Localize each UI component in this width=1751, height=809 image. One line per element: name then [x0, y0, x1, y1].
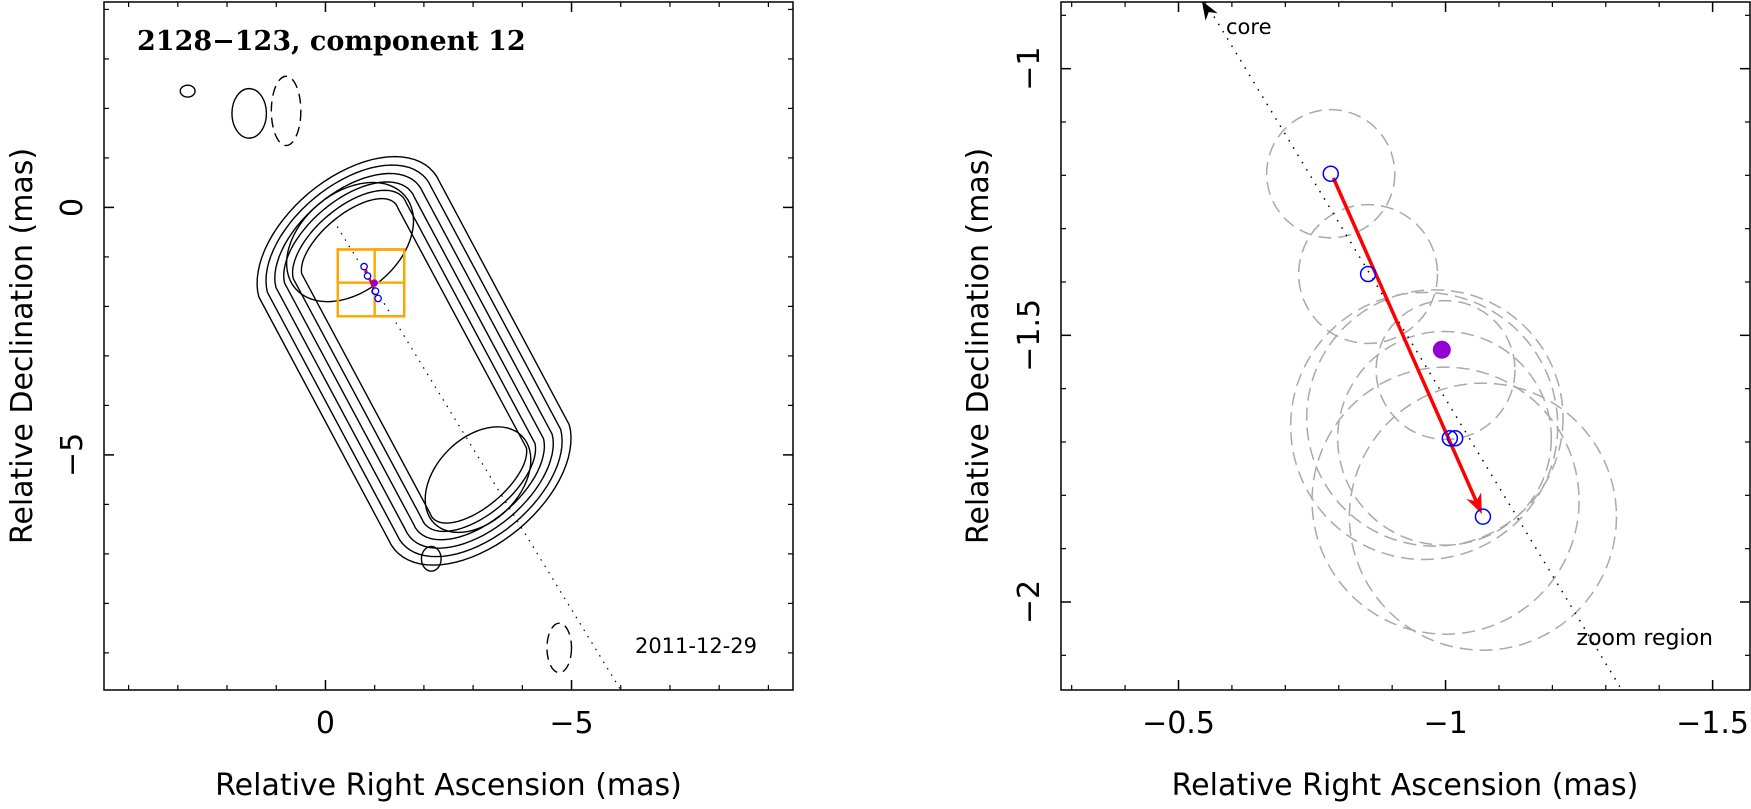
right-plot-frame: [1060, 1, 1751, 691]
right-y-tick-label: −1.5: [1012, 299, 1047, 372]
contour-positive: [179, 84, 196, 98]
contour-level: [291, 189, 537, 533]
uncertainty-circle: [1336, 330, 1553, 546]
left-x-axis-label: Relative Right Ascension (mas): [215, 768, 682, 803]
contour-level: [300, 197, 528, 524]
inset-epoch-marker: [363, 272, 372, 280]
uncertainty-circle: [1289, 291, 1559, 561]
fitted-position-marker: [1432, 340, 1451, 359]
right-y-axis-label: Relative Declination (mas): [961, 148, 996, 544]
left-y-tick-label: 0: [55, 198, 90, 217]
uncertainty-circle: [1297, 203, 1439, 345]
jet-axis-line: [1204, 2, 1623, 690]
inset-markers: [360, 262, 382, 303]
motion-vector-arrowhead: [1466, 492, 1482, 514]
core-direction-arrow: [1202, 2, 1218, 21]
right-panel: −0.5 −1 −1.5 −1 −1.5 −2 core zoom region Rel…: [961, 1, 1751, 803]
contour-positive: [420, 545, 442, 572]
right-x-tick-label: −0.5: [1142, 706, 1215, 741]
epoch-marker: [1474, 508, 1492, 525]
left-y-tick-label: −5: [55, 433, 90, 477]
epoch-marker: [1446, 430, 1464, 447]
epoch-marker: [1322, 165, 1339, 182]
right-y-tick-label: −2: [1012, 580, 1047, 624]
motion-vector: [1331, 177, 1479, 504]
contour-positive: [231, 87, 268, 139]
uncertainty-circle: [1375, 299, 1516, 441]
uncertainty-circles: [1265, 108, 1618, 651]
left-title: 2128−123, component 12: [137, 26, 526, 57]
uncertainty-circle: [1305, 289, 1564, 547]
left-x-tick-label: −5: [549, 706, 593, 741]
epoch-markers: [1322, 165, 1492, 525]
epoch-marker: [1359, 265, 1377, 283]
left-panel: 0 −5 0 −5 2128−123, component 12 2011-12-2…: [5, 1, 794, 803]
contour-positive: [424, 426, 532, 534]
uncertainty-circle: [1265, 108, 1396, 239]
contour-positive: [285, 181, 415, 303]
contour-negative: [546, 622, 573, 674]
right-x-tick-label: −1.5: [1676, 706, 1749, 741]
right-y-tick-label: −1: [1012, 47, 1047, 91]
contour-level: [283, 181, 546, 541]
inset-epoch-marker: [374, 294, 382, 303]
uncertainty-circle: [1311, 366, 1580, 635]
left-x-tick-label: 0: [316, 706, 335, 741]
inset-epoch-marker: [360, 262, 368, 271]
epoch-marker: [1441, 430, 1459, 447]
uncertainty-circle: [1348, 382, 1618, 651]
contour-level: [274, 172, 554, 549]
inset-epoch-marker: [371, 287, 380, 296]
inset-fitted-position: [370, 279, 378, 287]
left-plot-frame: [103, 1, 794, 691]
contour-level: [265, 164, 563, 558]
right-x-axis-label: Relative Right Ascension (mas): [1172, 768, 1639, 803]
left-tick-marks: [104, 2, 793, 690]
left-y-axis-label: Relative Declination (mas): [5, 148, 40, 544]
zoom-region-label: zoom region: [1577, 626, 1713, 651]
contour-map: [179, 75, 573, 674]
left-date-label: 2011-12-29: [635, 634, 757, 658]
contour-level: [256, 155, 572, 566]
right-x-tick-label: −1: [1423, 706, 1467, 741]
right-tick-marks: [1061, 2, 1750, 690]
core-label: core: [1226, 15, 1272, 39]
contour-negative: [270, 75, 302, 147]
